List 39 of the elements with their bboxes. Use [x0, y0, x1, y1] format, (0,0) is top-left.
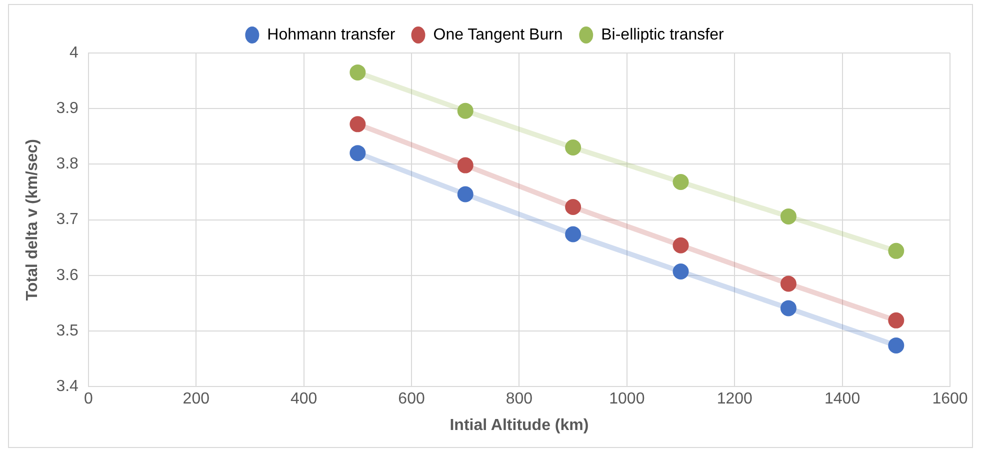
x-tick-label: 0 — [84, 390, 93, 408]
point — [457, 157, 474, 174]
point — [780, 300, 796, 316]
x-axis-title: Intial Altitude (km) — [450, 416, 589, 434]
y-tick-label: 3.6 — [56, 266, 79, 284]
x-tick-label: 1200 — [716, 390, 753, 408]
y-tick-label: 3.7 — [56, 211, 79, 228]
point — [565, 199, 582, 216]
x-tick-label: 400 — [290, 390, 318, 408]
point — [672, 174, 689, 190]
point — [457, 186, 474, 202]
point — [672, 237, 689, 254]
point — [350, 145, 366, 162]
point — [780, 208, 796, 224]
point — [672, 264, 689, 280]
y-tick-label: 3.9 — [56, 100, 79, 118]
legend-label: Hohmann transfer — [267, 26, 396, 44]
y-tick-label: 3.4 — [56, 378, 79, 396]
x-tick-label: 1400 — [824, 390, 860, 408]
legend-label: Bi-elliptic transfer — [601, 26, 724, 44]
point — [565, 140, 582, 156]
x-tick-label: 800 — [506, 390, 533, 408]
x-tick-label: 1600 — [932, 390, 968, 408]
point — [780, 276, 796, 292]
point — [888, 337, 904, 354]
y-tick-label: 4 — [70, 44, 79, 62]
y-tick-label: 3.8 — [56, 156, 79, 173]
x-tick-label: 200 — [182, 390, 210, 408]
point — [888, 312, 904, 328]
legend-label: One Tangent Burn — [433, 26, 563, 44]
x-tick-label: 1000 — [609, 390, 645, 408]
point — [888, 242, 904, 259]
point — [565, 226, 582, 242]
y-axis-title: Total delta v (km/sec) — [24, 139, 42, 301]
point — [350, 64, 366, 80]
x-tick-label: 600 — [398, 390, 425, 408]
point — [457, 102, 474, 119]
y-tick-label: 3.5 — [56, 322, 79, 340]
point — [350, 116, 366, 132]
